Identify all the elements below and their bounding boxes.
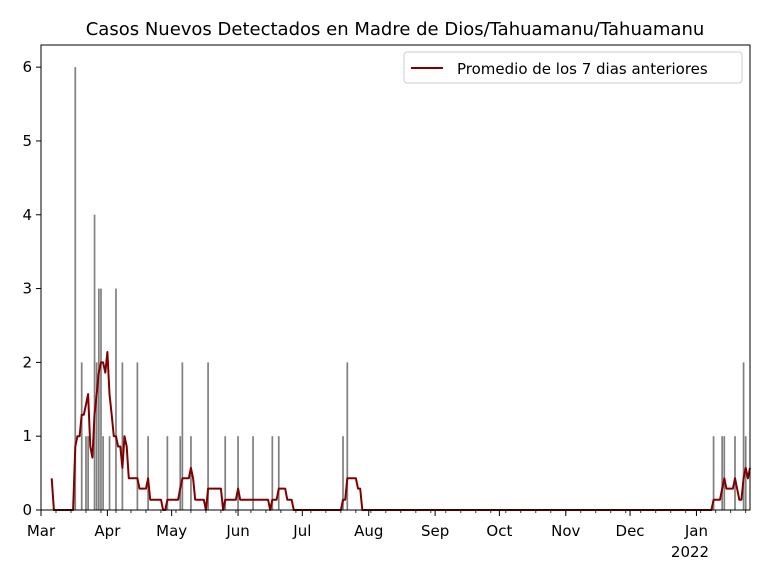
y-tick-label: 6: [22, 58, 32, 76]
x-tick-label: Jul: [292, 522, 311, 540]
bar: [181, 362, 184, 510]
legend-box: [403, 51, 743, 84]
bar: [100, 288, 102, 510]
y-tick-label: 5: [22, 132, 32, 150]
y-axis: 0 1 2 3 4 5 6: [22, 58, 41, 519]
x-tick-label: Oct: [486, 522, 512, 540]
bar: [80, 362, 83, 510]
bar: [74, 67, 77, 511]
x-year-label: 2022: [671, 543, 709, 561]
y-tick-label: 2: [22, 353, 32, 371]
x-tick-label: Apr: [94, 522, 121, 540]
bar: [346, 362, 349, 510]
y-tick-label: 1: [22, 427, 32, 445]
bar: [207, 362, 209, 510]
bar: [224, 436, 227, 510]
chart-title: Casos Nuevos Detectados en Madre de Dios…: [86, 19, 705, 40]
bar: [744, 436, 747, 510]
legend-label: Promedio de los 7 dias anteriores: [457, 60, 708, 78]
bar: [190, 436, 192, 510]
bar: [87, 436, 89, 510]
bar: [102, 436, 104, 510]
bar: [237, 436, 239, 510]
bar: [723, 436, 726, 510]
bar: [85, 436, 87, 510]
x-axis: Mar Apr May Jun Jul Aug Sep Oct Nov Dec Jan: [27, 510, 747, 540]
x-tick-label: Dec: [616, 522, 645, 540]
x-tick-label: May: [156, 522, 187, 540]
bar: [97, 288, 100, 510]
bar: [147, 436, 149, 510]
bar: [121, 362, 124, 510]
legend: Promedio de los 7 dias anteriores: [403, 51, 743, 84]
bar: [342, 436, 344, 510]
bar: [277, 436, 280, 510]
bar-series: [74, 67, 747, 511]
bar: [136, 362, 139, 510]
bar: [108, 436, 111, 510]
bar: [721, 436, 724, 510]
bar: [166, 436, 169, 510]
x-tick-label: Mar: [27, 522, 56, 540]
bar: [93, 214, 96, 510]
plot-frame: [40, 44, 751, 511]
y-tick-label: 0: [22, 501, 32, 519]
x-tick-label: Aug: [354, 522, 383, 540]
x-tick-label: Jun: [225, 522, 249, 540]
bar: [115, 288, 117, 510]
x-tick-label: Sep: [421, 522, 449, 540]
bar: [95, 362, 98, 510]
y-tick-label: 3: [22, 280, 32, 298]
bar: [712, 436, 715, 510]
x-tick-label: Nov: [551, 522, 580, 540]
x-tick-label: Jan: [684, 522, 708, 540]
y-tick-label: 4: [22, 206, 32, 224]
bar: [742, 362, 745, 510]
bar: [179, 436, 182, 510]
bar: [252, 436, 254, 510]
bar: [734, 436, 736, 510]
bar: [271, 436, 274, 510]
